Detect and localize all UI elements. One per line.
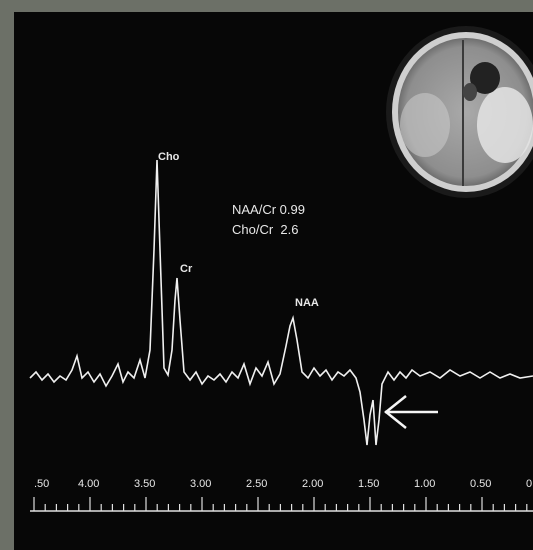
axis-label: 1.50 (358, 478, 379, 490)
peak-label: Cr (180, 263, 193, 275)
ratio-text: NAA/Cr 0.99 (232, 202, 305, 217)
brain-image (386, 26, 533, 198)
axis-label: 1.00 (414, 478, 435, 490)
peak-label: NAA (295, 297, 319, 309)
axis-label: 3.00 (190, 478, 211, 490)
spectrum-trace (29, 159, 533, 446)
ppm-axis: .50 4.00 3.50 3.00 2.50 2.00 1.50 1.00 0.50 0 (33, 478, 532, 511)
axis-label: 3.50 (134, 478, 155, 490)
axis-label: .50 (34, 478, 49, 490)
axis-label: 4.00 (78, 478, 99, 490)
axis-label: 0 (526, 478, 532, 490)
axis-label: 0.50 (470, 478, 491, 490)
ratio-text: Cho/Cr 2.6 (232, 222, 298, 237)
arrow (383, 395, 438, 429)
axis-label: 2.00 (302, 478, 323, 490)
axis-label: 2.50 (246, 478, 267, 490)
peak-label: Cho (158, 151, 180, 163)
